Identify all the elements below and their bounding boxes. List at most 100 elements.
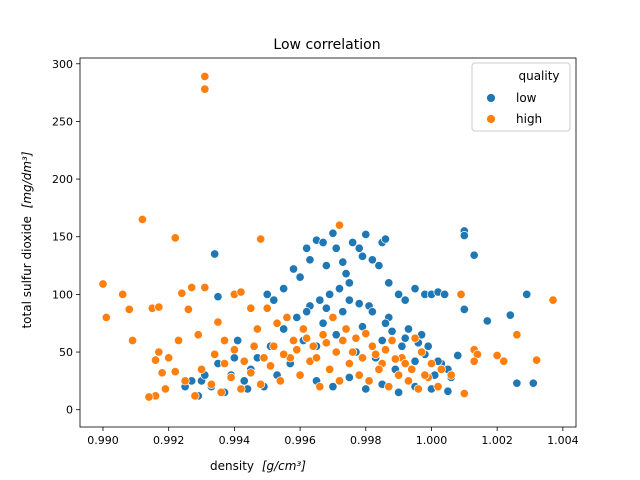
x-tick-label: 0.994 bbox=[219, 434, 251, 447]
data-point-high bbox=[170, 367, 180, 377]
data-point-low bbox=[403, 324, 414, 334]
data-point-high bbox=[400, 359, 410, 369]
data-point-high bbox=[459, 389, 469, 399]
data-point-low bbox=[522, 289, 532, 299]
data-point-low bbox=[380, 318, 391, 328]
data-point-low bbox=[380, 234, 391, 244]
data-point-low bbox=[410, 356, 420, 366]
data-point-high bbox=[249, 341, 259, 351]
data-point-low bbox=[262, 289, 272, 299]
y-tick-label: 150 bbox=[52, 231, 73, 244]
data-point-low bbox=[357, 251, 368, 261]
data-point-high bbox=[219, 359, 230, 369]
data-point-high bbox=[200, 71, 210, 81]
data-point-low bbox=[325, 289, 335, 299]
data-point-high bbox=[308, 341, 318, 351]
data-point-low bbox=[302, 243, 312, 253]
data-point-high bbox=[380, 345, 391, 355]
data-point-high bbox=[177, 288, 187, 298]
chart-title: Low correlation bbox=[273, 37, 380, 53]
data-point-high bbox=[239, 356, 249, 366]
data-point-high bbox=[98, 279, 108, 289]
data-point-high bbox=[364, 376, 374, 386]
data-point-high bbox=[173, 335, 184, 346]
x-axis-ticks: 0.990 0.992 0.994 0.996 0.998 1.000 1.002 1.004 bbox=[87, 427, 579, 447]
data-point-low bbox=[443, 386, 453, 396]
data-point-high bbox=[282, 312, 292, 323]
data-point-low bbox=[233, 335, 243, 346]
data-point-high bbox=[180, 376, 190, 386]
data-point-high bbox=[154, 347, 164, 357]
data-point-high bbox=[206, 379, 216, 389]
data-point-low bbox=[440, 289, 450, 299]
data-point-high bbox=[420, 370, 430, 380]
data-point-high bbox=[417, 347, 427, 357]
legend-label-low: low bbox=[516, 91, 537, 105]
data-point-high bbox=[265, 361, 276, 371]
data-point-low bbox=[321, 303, 331, 313]
data-point-high bbox=[361, 329, 371, 339]
data-point-low bbox=[387, 326, 397, 336]
data-point-high bbox=[183, 304, 193, 314]
data-point-low bbox=[394, 387, 404, 397]
data-point-low bbox=[315, 295, 325, 305]
data-point-high bbox=[334, 376, 345, 386]
data-point-low bbox=[344, 295, 354, 305]
y-tick-label: 50 bbox=[59, 346, 73, 359]
data-point-low bbox=[354, 243, 364, 253]
data-point-low bbox=[328, 228, 338, 238]
x-tick-label: 1.000 bbox=[416, 434, 448, 447]
data-point-high bbox=[334, 220, 345, 230]
data-point-high bbox=[321, 338, 331, 348]
data-point-high bbox=[446, 370, 456, 380]
data-point-high bbox=[410, 333, 420, 343]
data-point-high bbox=[226, 372, 236, 382]
data-point-high bbox=[187, 282, 197, 293]
x-tick-label: 0.996 bbox=[284, 434, 316, 447]
data-point-high bbox=[124, 304, 134, 314]
data-point-high bbox=[325, 364, 335, 374]
data-point-low bbox=[505, 310, 515, 320]
x-tick-label: 0.992 bbox=[153, 434, 185, 447]
data-point-low bbox=[423, 341, 433, 351]
data-point-high bbox=[384, 382, 394, 392]
data-point-high bbox=[229, 345, 239, 355]
data-point-high bbox=[288, 335, 299, 346]
data-point-high bbox=[338, 335, 348, 346]
data-point-high bbox=[298, 324, 308, 334]
data-point-low bbox=[344, 278, 354, 288]
data-point-low bbox=[400, 295, 410, 305]
data-point-low bbox=[334, 284, 345, 294]
data-point-low bbox=[295, 272, 305, 282]
y-axis-label-unit: [mg/dm³] bbox=[20, 151, 34, 208]
data-point-high bbox=[341, 324, 351, 334]
data-point-low bbox=[459, 231, 469, 241]
data-point-high bbox=[302, 333, 312, 343]
data-point-high bbox=[170, 233, 180, 243]
data-point-low bbox=[459, 304, 469, 314]
data-point-low bbox=[279, 324, 289, 334]
data-point-low bbox=[397, 341, 407, 351]
data-point-low bbox=[328, 382, 338, 392]
y-tick-label: 250 bbox=[52, 115, 73, 128]
data-point-high bbox=[275, 376, 285, 386]
plot-frame bbox=[79, 57, 577, 428]
data-point-low bbox=[374, 261, 384, 271]
data-point-high bbox=[193, 330, 203, 340]
data-point-low bbox=[384, 278, 394, 288]
data-point-low bbox=[453, 350, 463, 361]
data-point-high bbox=[387, 335, 397, 346]
data-point-high bbox=[403, 376, 414, 386]
data-point-high bbox=[236, 384, 246, 394]
data-point-high bbox=[436, 364, 446, 374]
y-tick-label: 0 bbox=[66, 404, 73, 417]
data-point-low bbox=[361, 384, 371, 394]
y-axis-ticks: 0 50 100 150 200 250 300 bbox=[52, 58, 80, 417]
data-point-high bbox=[357, 353, 368, 363]
data-point-high bbox=[216, 387, 226, 397]
x-tick-label: 0.998 bbox=[350, 434, 382, 447]
data-point-high bbox=[101, 312, 111, 323]
y-tick-label: 300 bbox=[52, 58, 73, 71]
y-tick-label: 100 bbox=[52, 288, 73, 301]
